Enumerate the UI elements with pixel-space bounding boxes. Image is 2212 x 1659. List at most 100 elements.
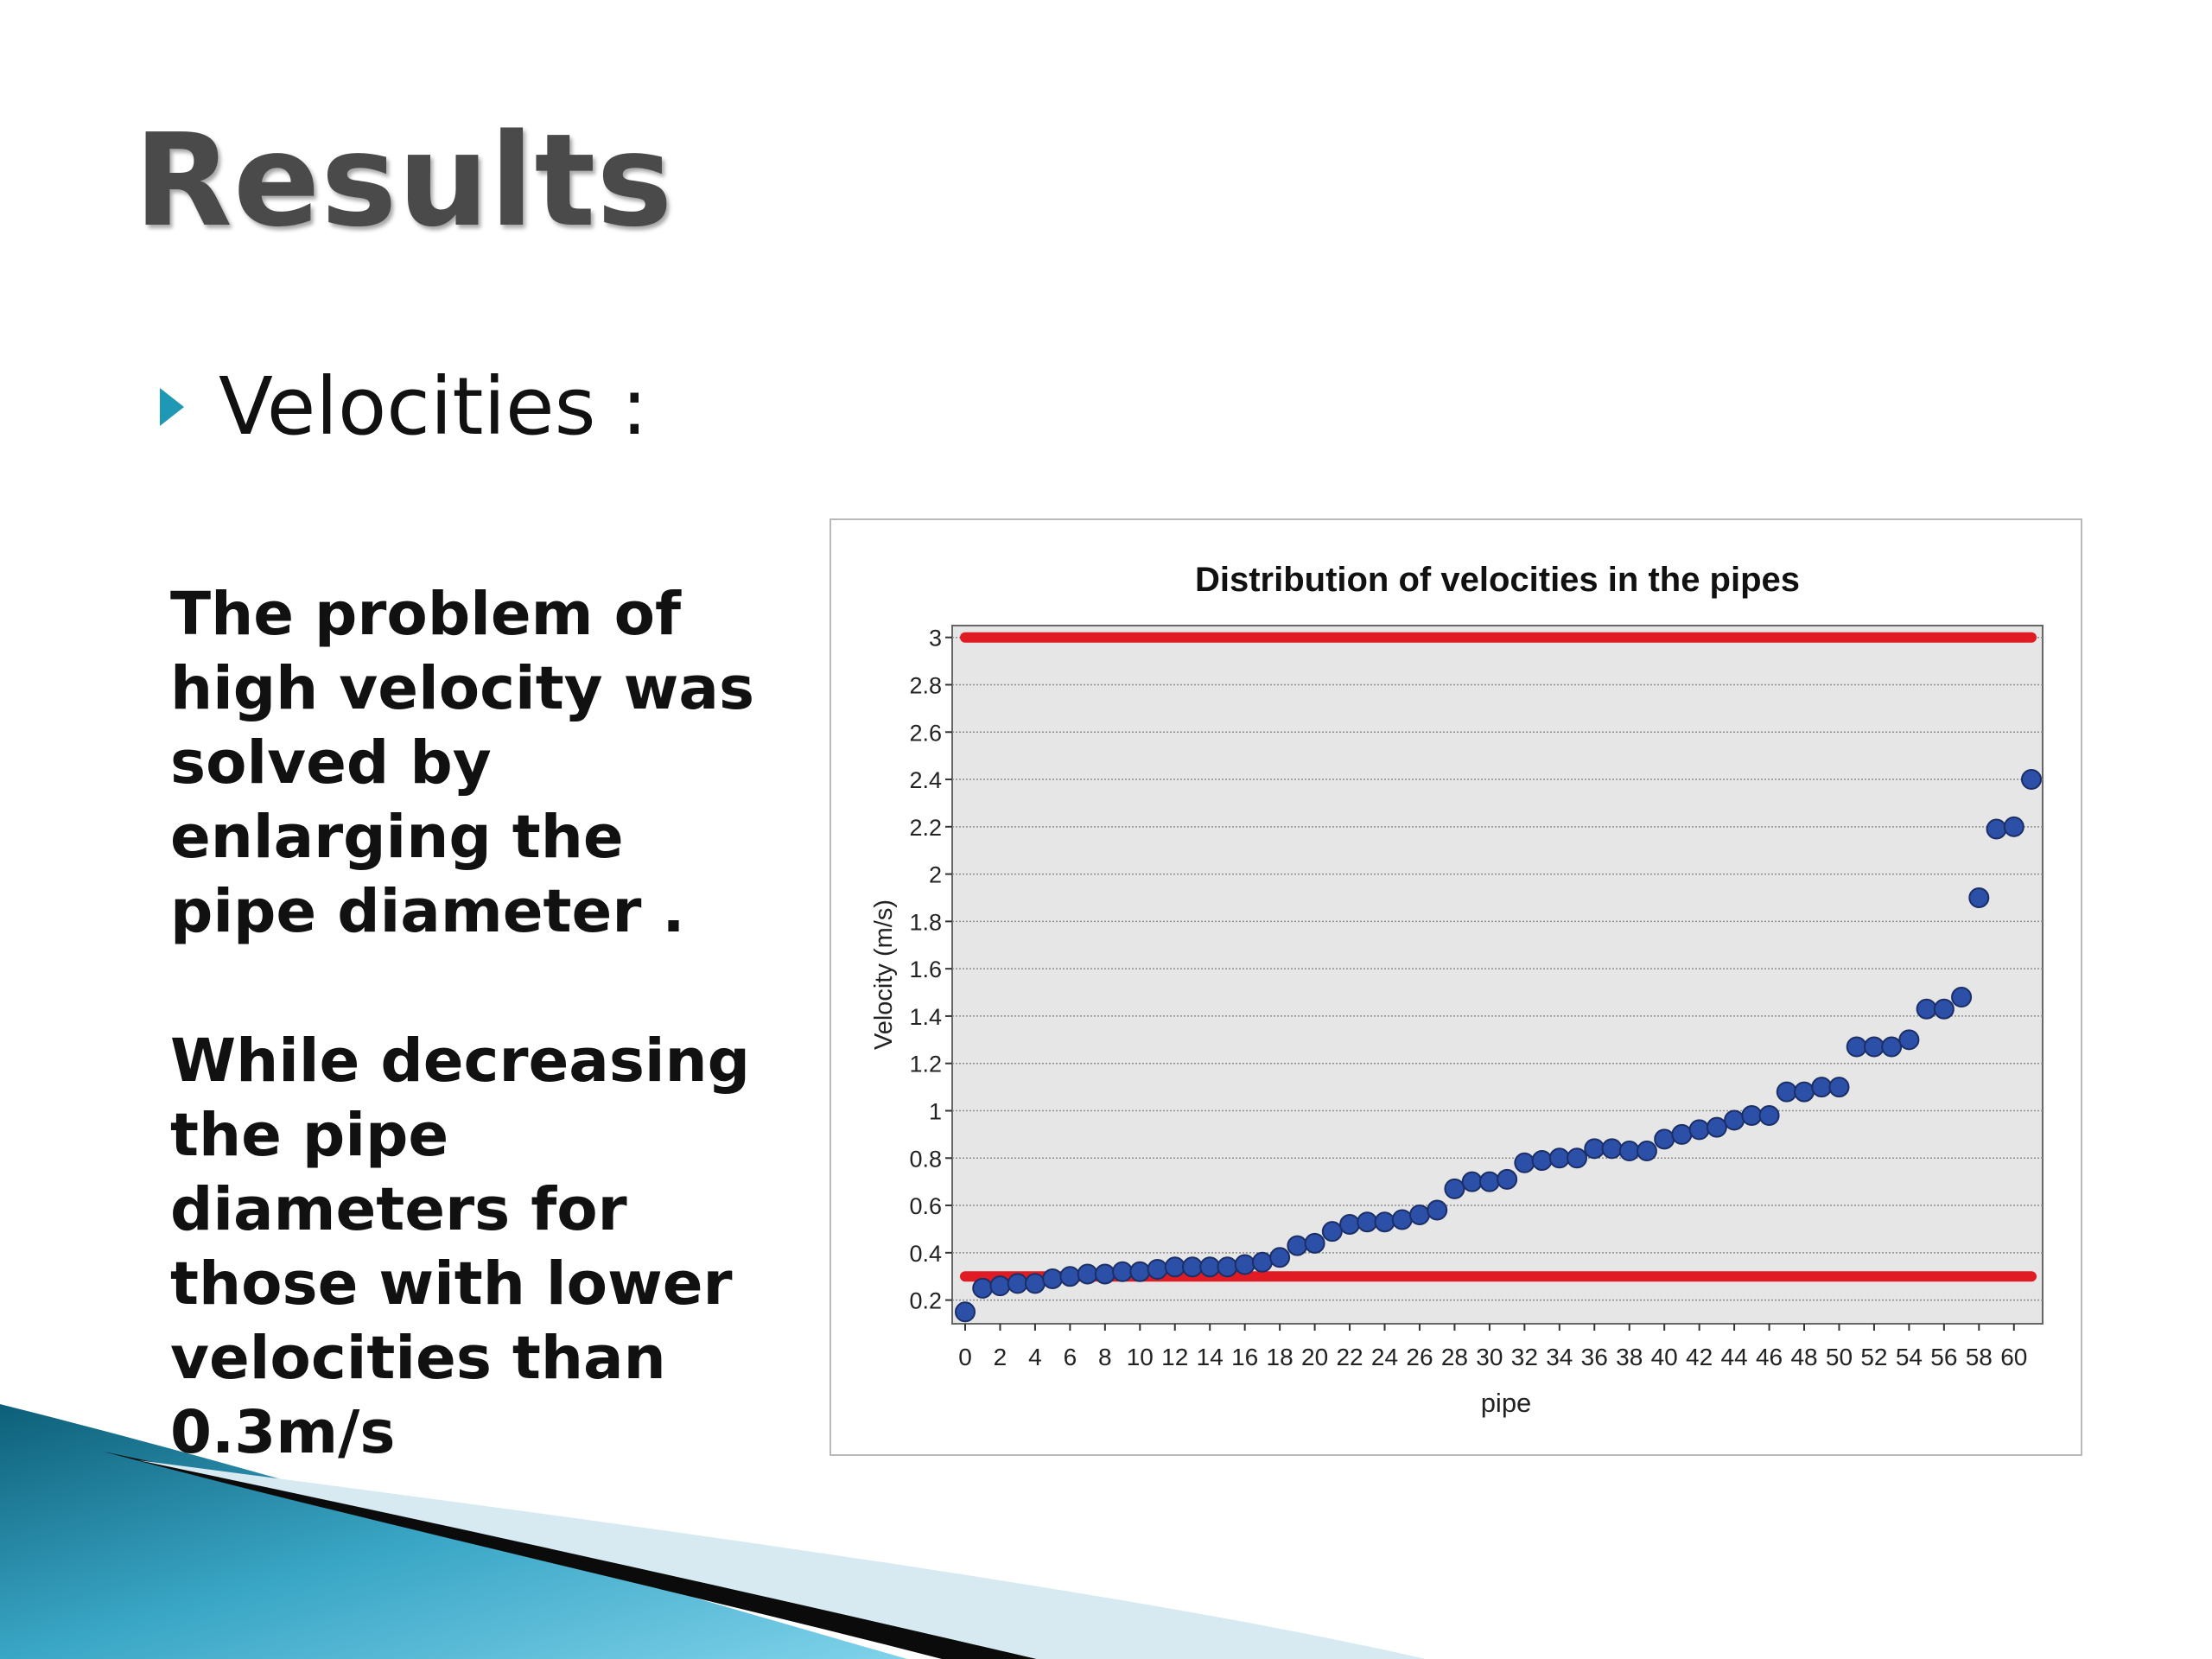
data-point <box>1339 1213 1361 1235</box>
x-tick-label: 22 <box>1336 1344 1363 1370</box>
data-point <box>1916 998 1937 1020</box>
data-point <box>1304 1232 1325 1254</box>
chart-frame: Distribution of velocities in the pipes 0… <box>830 518 2082 1456</box>
paragraph-line: high velocity was <box>170 654 755 723</box>
x-tick-label: 46 <box>1756 1344 1783 1370</box>
data-point <box>1654 1128 1675 1150</box>
data-point <box>1548 1147 1570 1169</box>
data-point <box>1147 1259 1168 1281</box>
x-tick-label: 20 <box>1301 1344 1328 1370</box>
data-point <box>1706 1116 1727 1138</box>
paragraph-line: those with lower <box>170 1249 733 1319</box>
y-tick-label: 2 <box>929 862 942 888</box>
data-point <box>1164 1256 1185 1278</box>
data-point <box>1497 1168 1518 1190</box>
data-point <box>1217 1256 1238 1278</box>
data-point <box>1042 1268 1064 1289</box>
data-point <box>1408 1205 1430 1226</box>
x-tick-label: 56 <box>1930 1344 1957 1370</box>
paragraph-line: While decreasing <box>170 1027 751 1096</box>
y-axis-label: Velocity (m/s) <box>870 899 898 1050</box>
bullet-velocities: Velocities : <box>160 367 648 447</box>
slide-title: Results <box>134 106 674 255</box>
paragraph-line: diameters for <box>170 1175 627 1244</box>
data-point <box>1514 1152 1535 1173</box>
x-tick-label: 16 <box>1231 1344 1258 1370</box>
data-point <box>1688 1119 1710 1141</box>
data-point <box>1094 1263 1116 1285</box>
x-tick-label: 30 <box>1476 1344 1503 1370</box>
data-point <box>1357 1211 1378 1233</box>
data-point <box>1321 1221 1343 1243</box>
data-point <box>1601 1138 1623 1160</box>
data-point <box>1618 1141 1640 1162</box>
x-tick-label: 2 <box>994 1344 1007 1370</box>
data-point <box>1129 1261 1151 1282</box>
data-point <box>2021 769 2042 791</box>
data-point <box>1251 1251 1273 1273</box>
y-tick-label: 0.2 <box>909 1288 942 1314</box>
data-point <box>1863 1036 1885 1058</box>
data-point <box>1007 1273 1028 1294</box>
paragraph-low-velocity: While decreasing the pipe diameters for … <box>170 1024 775 1470</box>
data-point <box>1181 1256 1203 1278</box>
data-point <box>1112 1261 1134 1282</box>
x-axis-label: pipe <box>1481 1388 1532 1418</box>
data-point <box>1444 1178 1465 1199</box>
data-point <box>1374 1211 1395 1233</box>
paragraph-line: solved by <box>170 728 492 798</box>
data-point <box>1391 1209 1413 1230</box>
y-tick-label: 1.8 <box>909 909 942 935</box>
data-point <box>1758 1104 1780 1126</box>
paragraph-high-velocity: The problem of high velocity was solved … <box>170 577 775 949</box>
x-tick-label: 18 <box>1267 1344 1294 1370</box>
x-tick-label: 52 <box>1860 1344 1887 1370</box>
x-tick-label: 4 <box>1028 1344 1042 1370</box>
x-tick-label: 26 <box>1406 1344 1433 1370</box>
data-point <box>1567 1147 1588 1169</box>
x-tick-label: 10 <box>1127 1344 1154 1370</box>
data-point <box>1933 998 1955 1020</box>
paragraph-line: velocities than <box>170 1324 666 1393</box>
y-tick-label: 2.6 <box>909 720 942 746</box>
data-point <box>1951 987 1973 1008</box>
x-tick-label: 8 <box>1098 1344 1112 1370</box>
paragraph-line: 0.3m/s <box>170 1398 396 1467</box>
data-point <box>1776 1081 1797 1103</box>
x-tick-label: 0 <box>958 1344 972 1370</box>
data-point <box>1741 1104 1763 1126</box>
data-point <box>1024 1273 1046 1294</box>
y-tick-label: 2.4 <box>909 767 942 793</box>
y-tick-label: 2.8 <box>909 672 942 698</box>
data-point <box>1794 1081 1815 1103</box>
data-point <box>1234 1254 1255 1275</box>
triangle-bullet-icon <box>160 388 184 426</box>
y-tick-label: 0.8 <box>909 1146 942 1172</box>
data-point <box>2003 816 2024 837</box>
x-tick-label: 40 <box>1651 1344 1678 1370</box>
data-point <box>1846 1036 1867 1058</box>
y-tick-label: 1 <box>929 1098 942 1124</box>
paragraph-line: the pipe <box>170 1101 449 1170</box>
data-point <box>1968 887 1990 908</box>
x-tick-label: 58 <box>1966 1344 1993 1370</box>
chart-title: Distribution of velocities in the pipes <box>1195 561 1800 599</box>
x-tick-label: 12 <box>1161 1344 1188 1370</box>
data-point <box>1461 1171 1483 1192</box>
velocity-scatter-chart: Distribution of velocities in the pipes 0… <box>870 561 2044 1418</box>
y-tick-label: 2.2 <box>909 815 942 841</box>
data-point <box>1584 1138 1605 1160</box>
data-point <box>1898 1029 1920 1051</box>
y-tick-label: 1.2 <box>909 1052 942 1077</box>
data-point <box>1531 1150 1553 1172</box>
x-tick-label: 24 <box>1371 1344 1398 1370</box>
data-point <box>1287 1235 1308 1256</box>
paragraph-line: enlarging the <box>170 803 624 872</box>
data-point <box>1269 1247 1291 1268</box>
data-point <box>1636 1141 1657 1162</box>
y-tick-label: 1.4 <box>909 1004 942 1030</box>
x-tick-label: 50 <box>1826 1344 1853 1370</box>
data-point <box>1811 1077 1833 1098</box>
data-point <box>1427 1199 1448 1221</box>
data-point <box>1478 1171 1500 1192</box>
